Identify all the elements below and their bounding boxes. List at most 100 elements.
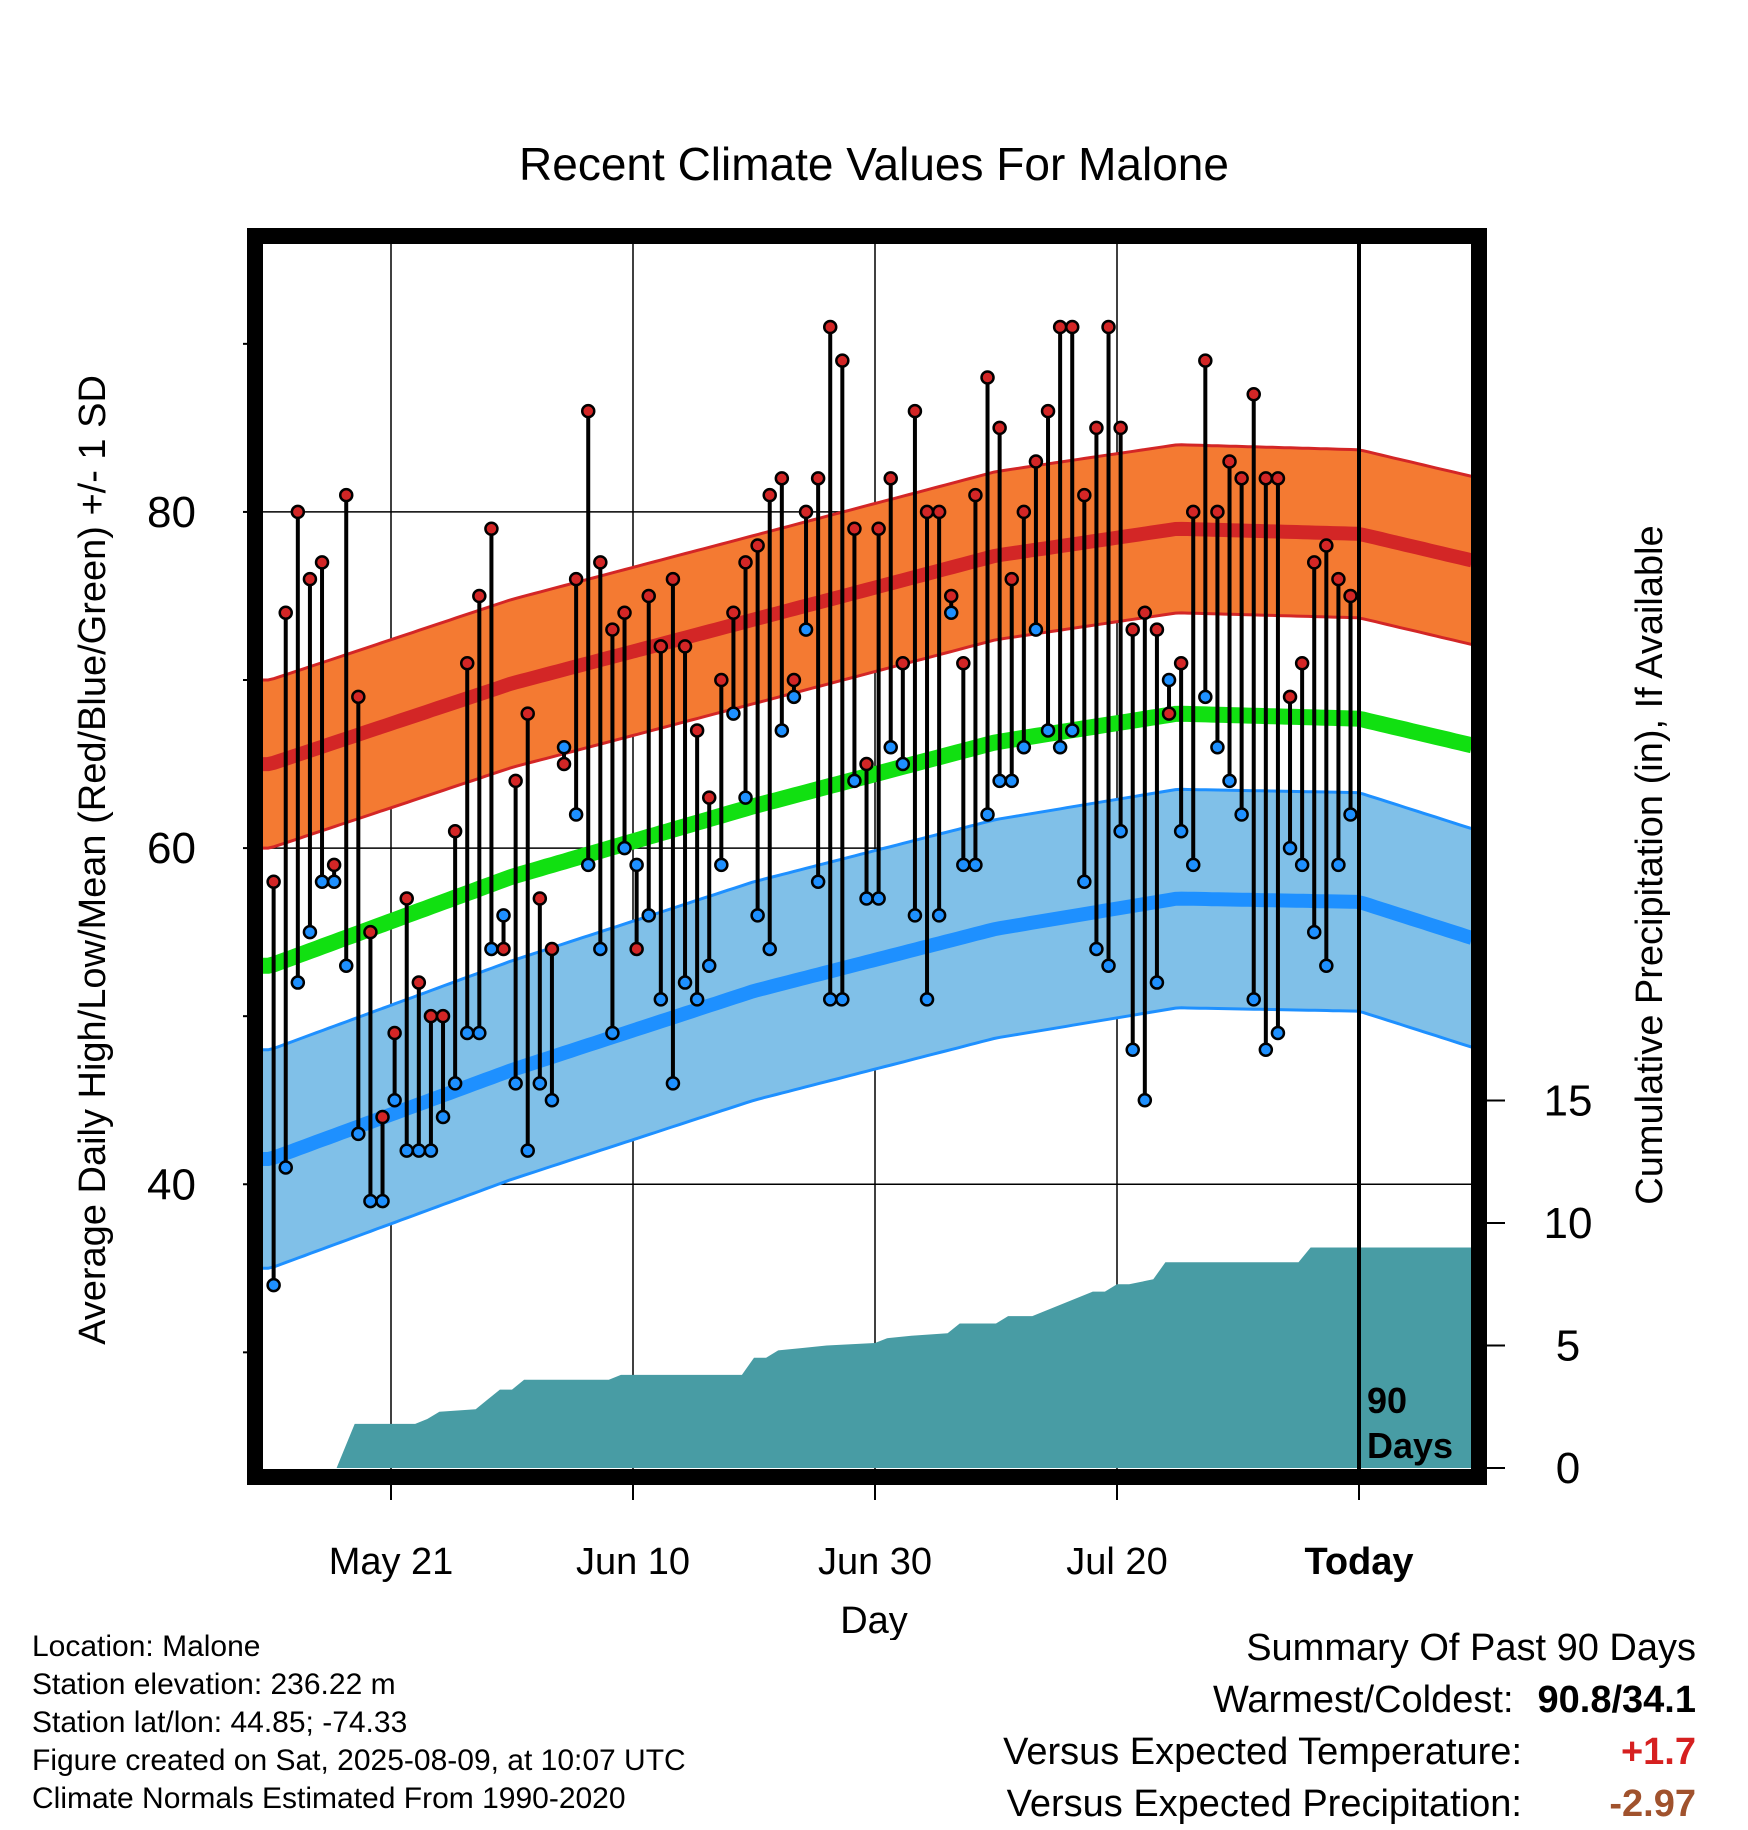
- daily-low-point: [1089, 941, 1104, 957]
- daily-high-point: [1294, 655, 1310, 671]
- daily-low-point: [580, 857, 596, 873]
- daily-low-point: [907, 908, 923, 923]
- daily-low-point: [1113, 824, 1128, 839]
- x-axis-label: Day: [840, 1600, 908, 1640]
- daily-high-point: [1161, 706, 1177, 721]
- daily-low-point: [1040, 723, 1056, 738]
- climate-chart: Recent Climate Values For Malone 90Days …: [72, 138, 1671, 1640]
- daily-high-point: [689, 723, 705, 738]
- normals-text: Climate Normals Estimated From 1990-2020: [32, 1782, 626, 1815]
- daily-high-point: [496, 941, 511, 957]
- daily-high-point: [653, 639, 669, 654]
- plot-frame: [247, 228, 1487, 1485]
- y2-tick-label: 0: [1556, 1444, 1580, 1493]
- warmest-coldest-value: 90.8/34.1: [1537, 1679, 1696, 1721]
- daily-low-point: [1016, 739, 1032, 755]
- daily-low-point: [629, 857, 644, 873]
- daily-low-point: [532, 1076, 548, 1091]
- daily-low-point: [556, 739, 572, 755]
- daily-low-point: [871, 891, 886, 906]
- y-tick-label: 60: [147, 824, 196, 873]
- daily-high-point: [956, 655, 971, 671]
- daily-high-point: [1064, 319, 1080, 335]
- x-tick-label: Today: [1304, 1541, 1413, 1583]
- daily-low-point: [1222, 773, 1237, 789]
- daily-low-point: [508, 1076, 523, 1091]
- summary-title: Summary Of Past 90 Days: [1246, 1627, 1696, 1669]
- today-days-label: 90: [1367, 1380, 1407, 1421]
- daily-low-point: [447, 1076, 463, 1091]
- daily-high-point: [556, 756, 572, 772]
- daily-high-point: [1137, 605, 1153, 621]
- daily-low-point: [1294, 857, 1310, 873]
- daily-high-point: [1101, 319, 1116, 335]
- daily-low-point: [762, 941, 777, 957]
- daily-low-point: [1306, 924, 1322, 940]
- daily-low-point: [1125, 1042, 1140, 1058]
- daily-low-point: [714, 857, 729, 873]
- daily-high-point: [593, 555, 608, 570]
- daily-high-point: [726, 605, 741, 621]
- daily-high-point: [508, 773, 523, 789]
- daily-low-point: [605, 1025, 620, 1041]
- daily-low-point: [1246, 992, 1261, 1007]
- daily-high-point: [1040, 403, 1056, 419]
- daily-high-point: [738, 555, 753, 570]
- daily-high-point: [980, 370, 995, 385]
- daily-high-point: [472, 588, 487, 604]
- daily-low-point: [484, 941, 499, 957]
- daily-high-point: [1282, 689, 1298, 705]
- low-normal-line: [262, 891, 1472, 1166]
- daily-low-point: [375, 1193, 390, 1209]
- daily-low-point: [1282, 840, 1298, 856]
- daily-high-point: [1198, 353, 1213, 368]
- daily-low-point: [665, 1076, 681, 1091]
- daily-high-point: [520, 706, 535, 721]
- daily-high-point: [484, 521, 499, 536]
- daily-low-point: [810, 874, 826, 889]
- location-text: Location: Malone: [32, 1630, 261, 1663]
- daily-high-point: [338, 487, 354, 503]
- daily-high-point: [387, 1025, 402, 1041]
- daily-low-point: [472, 1025, 487, 1041]
- daily-high-point: [992, 420, 1007, 436]
- daily-low-point: [677, 975, 693, 990]
- today-days-label: Days: [1367, 1425, 1453, 1466]
- high-upper-sd-line: [262, 443, 1472, 682]
- daily-low-point: [798, 622, 814, 637]
- daily-low-point: [956, 857, 971, 873]
- daily-high-point: [1004, 571, 1019, 587]
- daily-low-point: [992, 773, 1007, 789]
- daily-high-point: [423, 1008, 439, 1024]
- y-tick-label: 40: [147, 1160, 196, 1209]
- y-tick-label: 80: [147, 488, 196, 537]
- daily-low-point: [1161, 672, 1177, 688]
- daily-high-point: [1343, 588, 1358, 604]
- daily-low-point: [1258, 1042, 1274, 1058]
- daily-high-point: [1016, 504, 1032, 520]
- daily-low-point: [290, 975, 306, 990]
- daily-low-point: [822, 992, 838, 1007]
- daily-high-point: [1270, 471, 1286, 486]
- daily-high-point: [1246, 387, 1261, 402]
- daily-high-point: [835, 353, 850, 368]
- daily-high-point: [762, 487, 777, 503]
- daily-high-point: [435, 1008, 451, 1024]
- daily-high-point: [326, 857, 342, 873]
- precip-label: Versus Expected Precipitation:: [1006, 1783, 1522, 1825]
- daily-high-point: [968, 487, 983, 503]
- daily-high-point: [810, 471, 826, 486]
- daily-high-point: [847, 521, 862, 536]
- daily-low-point: [1331, 857, 1346, 873]
- daily-low-point: [943, 605, 959, 621]
- daily-high-point: [665, 571, 681, 587]
- daily-high-point: [919, 504, 935, 520]
- daily-low-point: [496, 908, 511, 923]
- daily-high-point: [641, 588, 656, 604]
- daily-low-point: [459, 1025, 475, 1041]
- daily-high-point: [1089, 420, 1104, 436]
- daily-low-point: [1028, 622, 1044, 637]
- low-sd-band: [262, 789, 1472, 1269]
- daily-low-point: [750, 908, 765, 923]
- daily-low-point: [689, 992, 705, 1007]
